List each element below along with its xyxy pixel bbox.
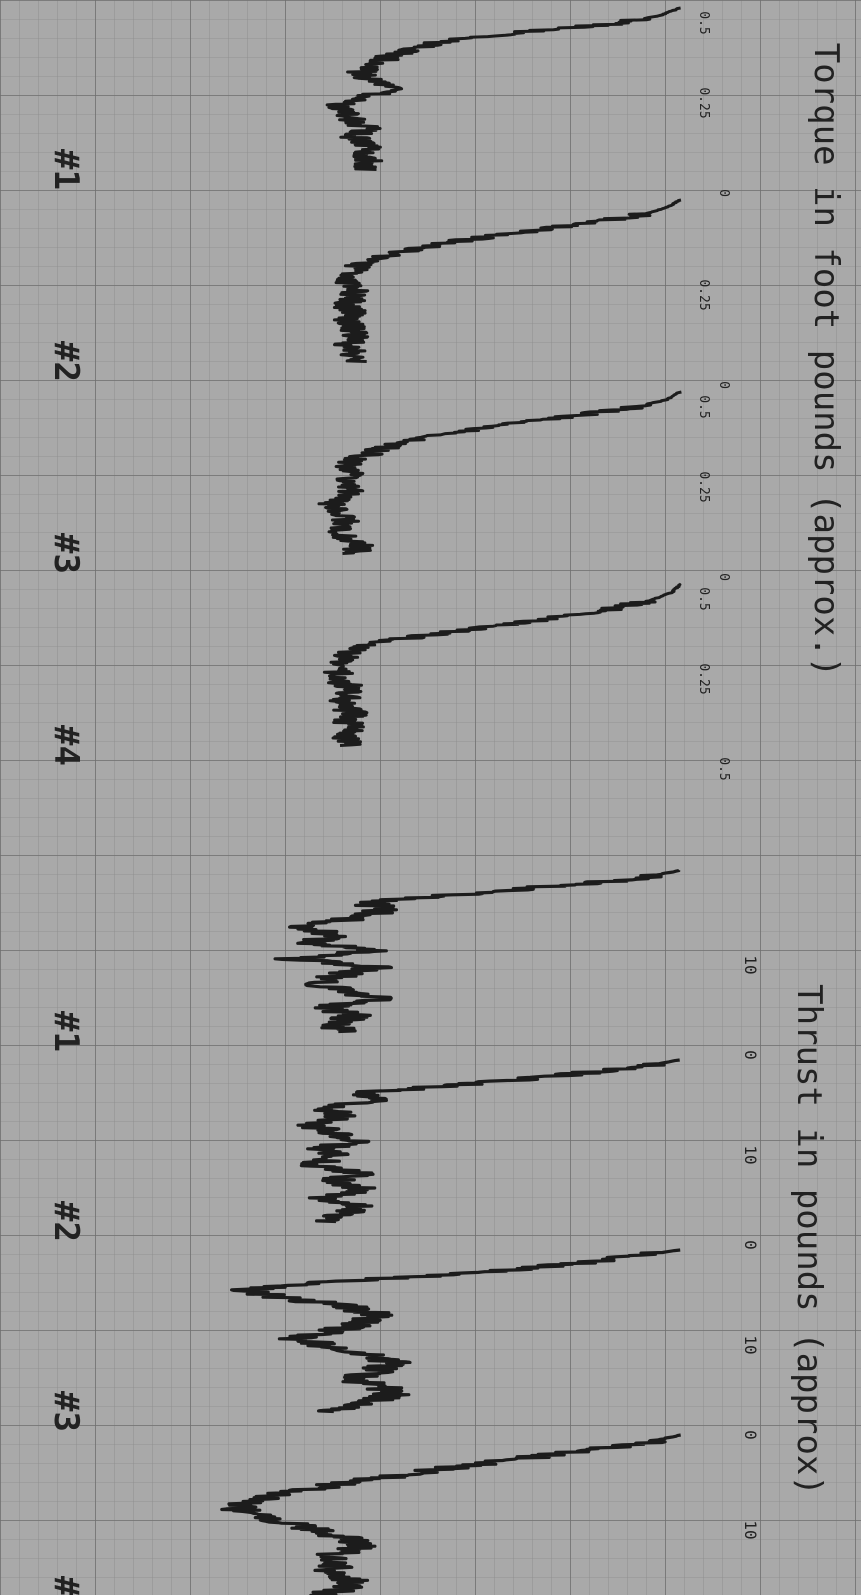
tick-label: 0 (716, 381, 731, 389)
torque-axis-title: Torque in foot pounds (approx.) (806, 43, 846, 678)
tick-label: 10 (741, 1335, 760, 1354)
trace-thrust-run2 (296, 1058, 680, 1224)
tick-label: 0 (741, 1430, 760, 1440)
tick-label: 0.25 (696, 663, 711, 694)
trace-thrust-run1 (273, 869, 681, 1034)
series-label: #2 (46, 341, 86, 382)
series-label: #3 (46, 1391, 86, 1432)
series-label: #2 (46, 1201, 86, 1242)
thrust-axis-title: Thrust in pounds (approx) (789, 984, 829, 1496)
trace-torque-run1 (325, 6, 681, 171)
tick-label: 0 (716, 189, 731, 197)
tick-label: 0 (716, 573, 731, 581)
tick-label: 10 (741, 1520, 760, 1539)
series-label: #4 (46, 1576, 86, 1595)
tick-label: 0.5 (696, 395, 711, 418)
trace-thrust-run3 (230, 1248, 681, 1414)
trace-thrust-run4 (220, 1433, 681, 1595)
tick-label: 0.25 (696, 87, 711, 118)
tick-label: 0 (741, 1240, 760, 1250)
series-label: #4 (46, 725, 86, 766)
tick-label: 0.25 (696, 471, 711, 502)
tick-label: 0.5 (696, 11, 711, 34)
series-label: #1 (46, 1011, 86, 1052)
trace-torque-run2 (332, 198, 682, 363)
tick-label: 0 (741, 1050, 760, 1060)
tick-label: 10 (741, 955, 760, 974)
tick-label: 0.25 (696, 279, 711, 310)
trace-torque-run4 (322, 582, 682, 747)
tick-label: 0.5 (716, 757, 731, 780)
series-label: #1 (46, 149, 86, 190)
trace-torque-run3 (317, 390, 682, 555)
traces-layer (220, 6, 682, 1595)
tick-label: 10 (741, 1145, 760, 1164)
tick-label: 0.5 (696, 587, 711, 610)
series-label: #3 (46, 533, 86, 574)
labels-layer: #1 0.5 0.25 0 #2 0.25 0 #3 0.5 0.25 0 #4 0.5 0.25 0.5 T… (46, 11, 846, 1595)
